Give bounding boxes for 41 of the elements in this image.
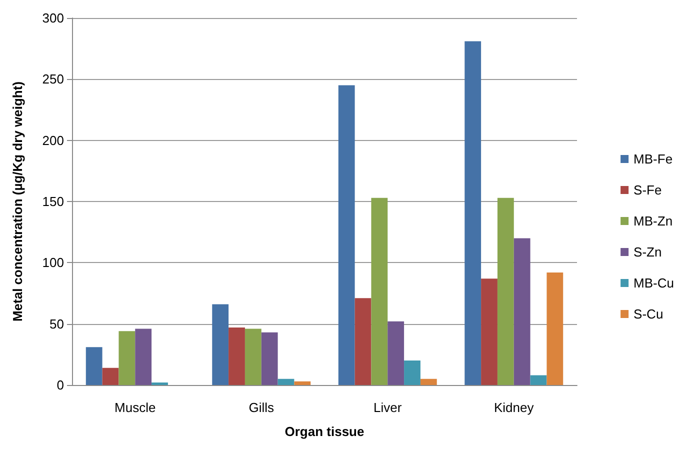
bar [514,238,530,385]
y-tick-label: 50 [50,316,64,332]
x-tick-label: Gills [248,400,275,415]
bar [464,41,482,385]
y-tick-label: 0 [56,378,64,392]
y-tick-label: 200 [42,132,64,148]
bar [228,328,245,385]
y-axis-title: Metal concentration (µg/Kg dry weight) [10,81,25,322]
y-tick-label: 100 [42,255,64,270]
y-tick-label: 150 [42,194,64,209]
bar [354,298,372,385]
bar [261,332,278,385]
y-tick-label: 250 [42,72,64,87]
bar [118,331,136,385]
bar [546,272,564,385]
y-tick-label: 300 [42,10,64,26]
bar [497,198,514,385]
bar [420,378,437,385]
legend-label: S-Zn [634,244,662,260]
x-axis-title: Organ tissue [284,424,364,439]
legend-label: MB-Fe [634,152,673,166]
bar [135,328,152,385]
bar [244,328,262,385]
bar [338,85,355,385]
legend-label: S-Fe [634,182,662,198]
bar [404,360,420,385]
x-tick-label: Liver [374,400,402,415]
bar [294,381,311,385]
bar [278,378,294,385]
bar [481,278,498,385]
bar [388,321,404,385]
bar [212,304,229,385]
bar [102,368,119,385]
bar [530,375,547,385]
x-tick-label: Kidney [494,400,534,415]
legend-label: MB-Cu [634,276,674,290]
legend-label: S-Cu [634,306,664,322]
bar [86,347,102,385]
bar [371,198,388,385]
x-tick-label: Muscle [114,400,156,415]
legend-label: MB-Zn [634,214,673,228]
